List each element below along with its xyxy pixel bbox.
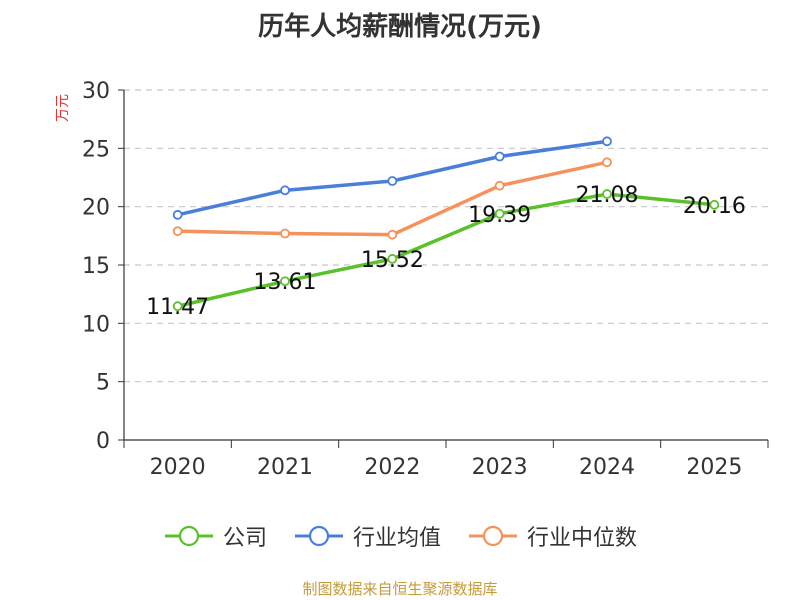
data-point[interactable] [280, 228, 290, 239]
data-label: 21.08 [576, 183, 639, 208]
data-point[interactable] [602, 136, 612, 147]
y-tick-label: 15 [82, 254, 110, 279]
data-point[interactable] [172, 301, 183, 312]
data-source-note: 制图数据来自恒生聚源数据库 [302, 580, 498, 598]
legend-marker-icon [469, 525, 517, 547]
legend-marker-icon [164, 525, 213, 547]
data-point[interactable] [602, 189, 612, 199]
data-point[interactable] [494, 208, 505, 219]
x-tick-label: 2025 [686, 455, 742, 480]
data-label: 19.39 [468, 203, 531, 228]
y-tick-label: 20 [82, 196, 110, 221]
y-tick-label: 10 [82, 312, 110, 337]
x-tick-label: 2021 [257, 455, 313, 480]
y-tick-label: 5 [96, 371, 110, 396]
data-point[interactable] [387, 229, 398, 240]
data-point[interactable] [172, 209, 183, 220]
data-point[interactable] [172, 226, 183, 237]
x-tick-label: 2024 [579, 455, 635, 480]
legend-label: 行业中位数 [527, 526, 638, 551]
legend-item[interactable]: 行业中位数 [467, 520, 637, 552]
data-point[interactable] [602, 157, 612, 168]
data-point[interactable] [280, 185, 290, 196]
legend-label: 公司 [222, 526, 267, 551]
data-point[interactable] [387, 176, 398, 186]
data-label: 20.16 [683, 194, 746, 219]
data-point[interactable] [494, 180, 505, 191]
legend-item[interactable]: 行业均值 [293, 520, 441, 552]
legend-item[interactable]: 公司 [163, 520, 267, 552]
x-tick-label: 2022 [364, 455, 420, 480]
data-label: 13.61 [254, 270, 317, 295]
data-label: 11.47 [146, 295, 209, 320]
legend: 公司 行业均值 行业中位数 [0, 520, 800, 552]
data-label: 15.52 [361, 248, 424, 273]
data-point[interactable] [280, 276, 290, 287]
data-point[interactable] [709, 199, 720, 210]
legend-label: 行业均值 [352, 526, 441, 551]
series-line-0 [175, 192, 717, 308]
y-tick-label: 0 [96, 429, 110, 454]
data-point[interactable] [387, 254, 398, 264]
data-point[interactable] [494, 151, 505, 162]
x-tick-label: 2023 [472, 455, 528, 480]
x-tick-label: 2020 [150, 455, 206, 480]
y-tick-label: 25 [82, 137, 110, 162]
y-tick-label: 30 [82, 79, 110, 104]
chart-title: 历年人均薪酬情况(万元) [258, 12, 542, 42]
legend-marker-icon [294, 525, 343, 547]
